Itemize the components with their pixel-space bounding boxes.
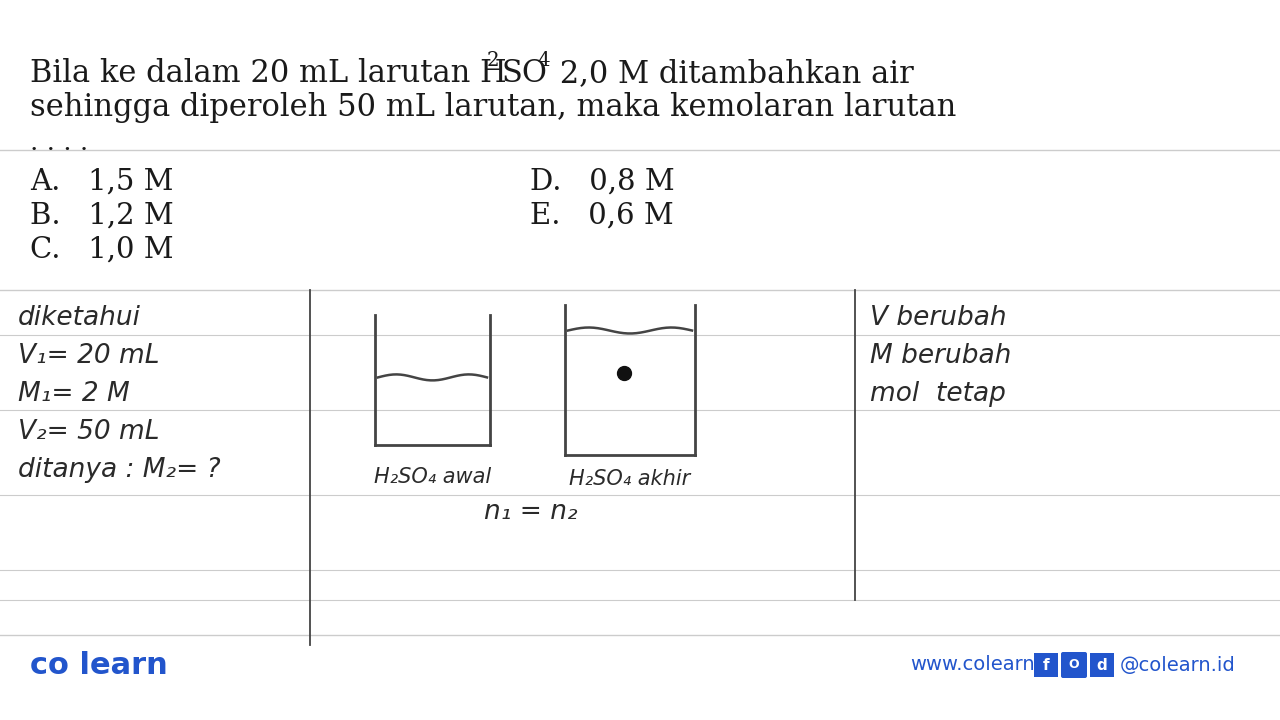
Text: E.   0,6 M: E. 0,6 M bbox=[530, 202, 673, 230]
Text: D.   0,8 M: D. 0,8 M bbox=[530, 168, 675, 196]
FancyBboxPatch shape bbox=[1091, 653, 1114, 677]
Text: V berubah: V berubah bbox=[870, 305, 1006, 331]
Text: C.   1,0 M: C. 1,0 M bbox=[29, 236, 174, 264]
Text: f: f bbox=[1043, 657, 1050, 672]
FancyBboxPatch shape bbox=[1061, 652, 1087, 678]
Text: 4: 4 bbox=[538, 51, 549, 70]
Text: O: O bbox=[1069, 659, 1079, 672]
Text: SO: SO bbox=[500, 58, 547, 89]
Text: n₁ = n₂: n₁ = n₂ bbox=[484, 499, 579, 525]
Text: M₁= 2 M: M₁= 2 M bbox=[18, 381, 129, 407]
Text: B.   1,2 M: B. 1,2 M bbox=[29, 202, 174, 230]
Text: H₂SO₄ awal: H₂SO₄ awal bbox=[374, 467, 492, 487]
Text: . . . .: . . . . bbox=[29, 130, 88, 155]
Text: @colearn.id: @colearn.id bbox=[1120, 655, 1235, 675]
Text: diketahui: diketahui bbox=[18, 305, 141, 331]
FancyBboxPatch shape bbox=[1034, 653, 1059, 677]
Text: ditanya : M₂= ?: ditanya : M₂= ? bbox=[18, 457, 220, 483]
Text: M berubah: M berubah bbox=[870, 343, 1011, 369]
Text: co learn: co learn bbox=[29, 650, 168, 680]
Text: d: d bbox=[1097, 657, 1107, 672]
Text: A.   1,5 M: A. 1,5 M bbox=[29, 168, 174, 196]
Text: H₂SO₄ akhir: H₂SO₄ akhir bbox=[570, 469, 691, 489]
Text: V₁= 20 mL: V₁= 20 mL bbox=[18, 343, 160, 369]
Text: 2,0 M ditambahkan air: 2,0 M ditambahkan air bbox=[550, 58, 914, 89]
Text: Bila ke dalam 20 mL larutan H: Bila ke dalam 20 mL larutan H bbox=[29, 58, 507, 89]
Text: mol  tetap: mol tetap bbox=[870, 381, 1006, 407]
Text: www.colearn.id: www.colearn.id bbox=[910, 655, 1059, 675]
Text: sehingga diperoleh 50 mL larutan, maka kemolaran larutan: sehingga diperoleh 50 mL larutan, maka k… bbox=[29, 92, 956, 123]
Text: V₂= 50 mL: V₂= 50 mL bbox=[18, 419, 160, 445]
Text: 2: 2 bbox=[486, 51, 499, 70]
